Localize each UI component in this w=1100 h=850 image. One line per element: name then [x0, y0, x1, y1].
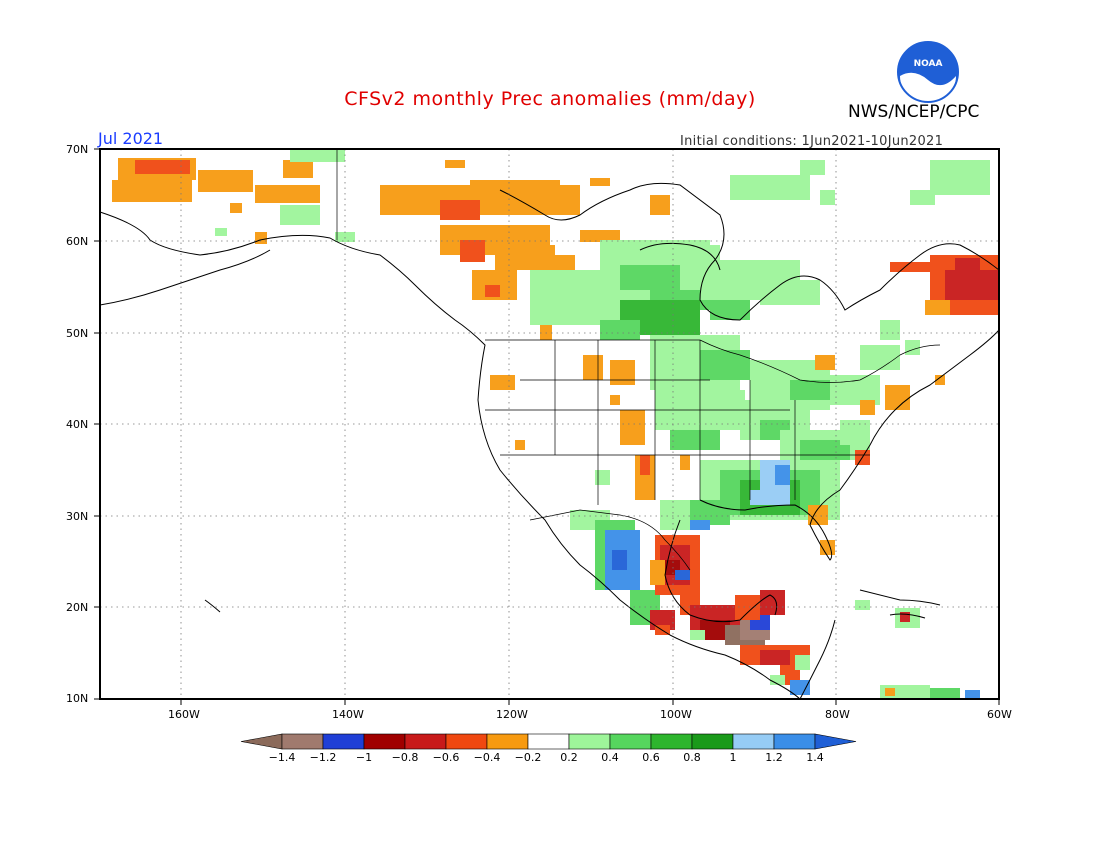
- colorbar-segment: [568, 733, 611, 750]
- chart-title: CFSv2 monthly Prec anomalies (mm/day): [344, 88, 756, 110]
- colorbar-tick-label: −0.4: [473, 751, 501, 764]
- colorbar-tick-label: −0.6: [432, 751, 460, 764]
- colorbar-tick-label: 0.8: [683, 751, 701, 764]
- colorbar-tick-label: 0.2: [560, 751, 578, 764]
- lon-label: 80W: [825, 708, 850, 721]
- boundaries: [336, 149, 941, 571]
- lat-label: 10N: [66, 692, 89, 705]
- colorbar-arrow-right: [814, 733, 857, 750]
- forecast-month: Jul 2021: [98, 129, 164, 148]
- colorbar-tick-label: 0.4: [601, 751, 619, 764]
- lat-label: 20N: [66, 601, 89, 614]
- colorbar-segment: [527, 733, 570, 750]
- colorbar-arrow-left: [240, 733, 283, 750]
- lat-label: 40N: [66, 418, 89, 431]
- colorbar-segment: [281, 733, 324, 750]
- lat-label: 60N: [66, 235, 89, 248]
- colorbar-tick-label: −0.8: [391, 751, 419, 764]
- colorbar-segment: [650, 733, 693, 750]
- colorbar-segment: [363, 733, 406, 750]
- colorbar-segment: [609, 733, 652, 750]
- graticule: [100, 149, 999, 699]
- initial-conditions: Initial conditions: 1Jun2021-10Jun2021: [680, 134, 944, 149]
- lat-label: 50N: [66, 327, 89, 340]
- lon-label: 100W: [660, 708, 692, 721]
- colorbar-segment: [445, 733, 488, 750]
- colorbar-tick-label: 1.2: [765, 751, 783, 764]
- colorbar-tick-label: −1.2: [309, 751, 337, 764]
- colorbar-segment: [773, 733, 816, 750]
- colorbar-tick-label: −1.4: [268, 751, 296, 764]
- coastlines: [99, 182, 1000, 700]
- colorbar-tick-label: 0.6: [642, 751, 660, 764]
- colorbar-segment: [691, 733, 734, 750]
- lon-label: 160W: [168, 708, 200, 721]
- noaa-logo-text: NOAA: [914, 59, 943, 69]
- colorbar: [240, 733, 857, 750]
- colorbar-segment: [486, 733, 529, 750]
- colorbar-tick-label: 1: [729, 751, 737, 764]
- colorbar-segment: [322, 733, 365, 750]
- lat-label: 30N: [66, 510, 89, 523]
- noaa-logo: NOAA: [897, 41, 959, 104]
- colorbar-tick-label: −1: [355, 751, 373, 764]
- lon-label: 60W: [987, 708, 1012, 721]
- colorbar-tick-label: 1.4: [806, 751, 824, 764]
- lon-label: 120W: [496, 708, 528, 721]
- colorbar-segment: [404, 733, 447, 750]
- colorbar-tick-label: −0.2: [514, 751, 542, 764]
- organization-label: NWS/NCEP/CPC: [848, 102, 980, 122]
- colorbar-segment: [732, 733, 775, 750]
- lon-label: 140W: [332, 708, 364, 721]
- lat-label: 70N: [66, 143, 89, 156]
